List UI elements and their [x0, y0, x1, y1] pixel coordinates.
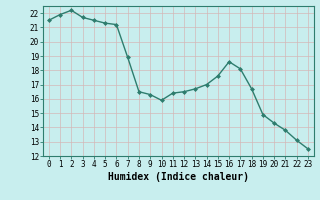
X-axis label: Humidex (Indice chaleur): Humidex (Indice chaleur)	[108, 172, 249, 182]
